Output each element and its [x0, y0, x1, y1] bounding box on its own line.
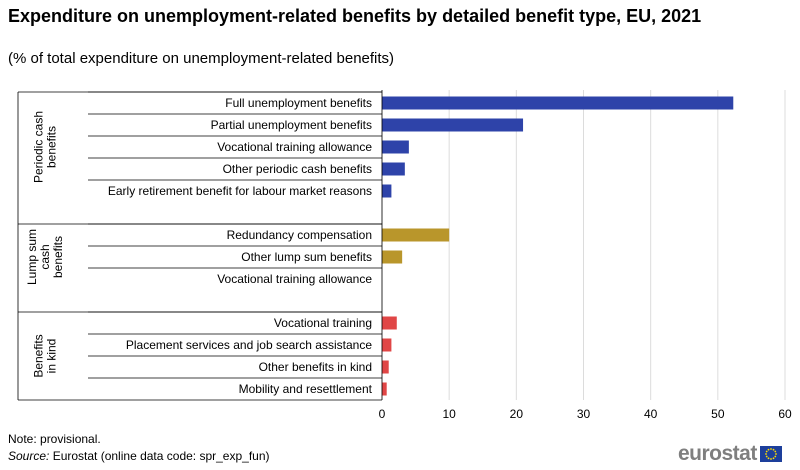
group-label: Periodic cashbenefits — [32, 111, 59, 183]
chart-subtitle: (% of total expenditure on unemployment-… — [8, 50, 395, 67]
bar — [382, 360, 389, 374]
category-label: Vocational training — [274, 316, 372, 330]
bar-chart: Full unemployment benefits Partial unempl… — [17, 90, 792, 421]
group-label: Benefitsin kind — [32, 334, 59, 377]
source-text: Eurostat (online data code: spr_exp_fun) — [49, 449, 270, 463]
x-tick-label: 60 — [778, 407, 792, 421]
chart-source: Source: Eurostat (online data code: spr_… — [8, 449, 270, 463]
eurostat-logo: eurostat — [678, 442, 782, 466]
category-label: Other periodic cash benefits — [223, 162, 372, 176]
category-label: Vocational training allowance — [217, 140, 372, 154]
bar — [382, 316, 397, 330]
category-label: Partial unemployment benefits — [211, 118, 372, 132]
group-label-line: Periodic cash — [32, 111, 46, 183]
group-label: Lump sumcashbenefits — [25, 229, 65, 285]
bar — [382, 228, 450, 242]
group-label-line: Lump sum — [25, 229, 39, 285]
category-label: Other lump sum benefits — [241, 250, 372, 264]
category-label: Other benefits in kind — [259, 360, 372, 374]
group-label-line: benefits — [51, 236, 65, 278]
bar — [382, 140, 409, 154]
category-label: Mobility and resettlement — [239, 382, 373, 396]
x-tick-label: 20 — [510, 407, 524, 421]
group-label-line: benefits — [45, 126, 59, 168]
x-tick-label: 10 — [442, 407, 456, 421]
x-tick-label: 30 — [577, 407, 591, 421]
eu-flag-icon — [759, 446, 782, 462]
x-tick-label: 40 — [644, 407, 658, 421]
bar — [382, 162, 405, 176]
x-tick-label: 50 — [711, 407, 725, 421]
bar — [382, 382, 387, 396]
group-label-line: cash — [38, 244, 52, 269]
chart-note: Note: provisional. — [8, 432, 101, 446]
bar — [382, 96, 734, 110]
group-label-line: in kind — [45, 339, 59, 374]
bar — [382, 338, 392, 352]
category-label: Placement services and job search assist… — [126, 338, 372, 352]
bar — [382, 118, 524, 132]
category-label: Vocational training allowance — [217, 272, 372, 286]
x-tick-label: 0 — [379, 407, 386, 421]
logo-text: eurostat — [678, 442, 757, 465]
group-label-line: Benefits — [32, 334, 46, 377]
bar — [382, 184, 392, 198]
category-label: Redundancy compensation — [227, 228, 372, 242]
bar — [382, 250, 403, 264]
category-label: Early retirement benefit for labour mark… — [108, 184, 372, 198]
chart-title: Expenditure on unemployment-related bene… — [8, 6, 702, 26]
source-label: Source: — [8, 449, 50, 463]
category-label: Full unemployment benefits — [225, 96, 372, 110]
